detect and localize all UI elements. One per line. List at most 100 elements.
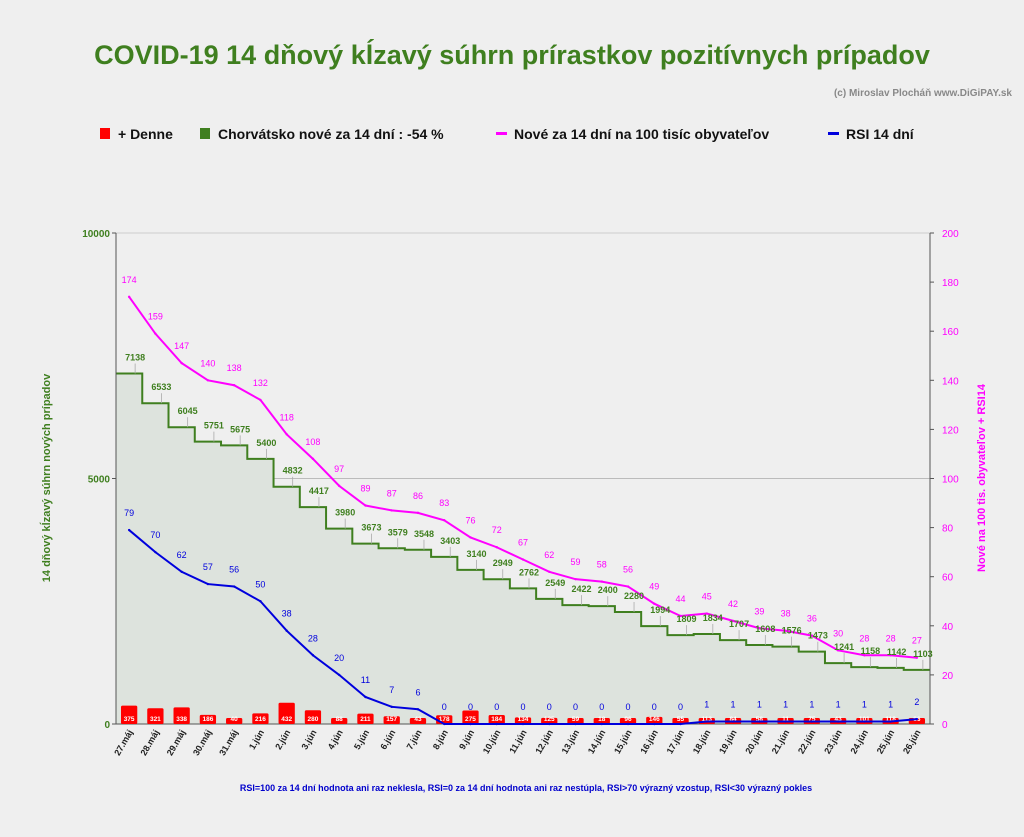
x-tick-label: 8.jún [431, 728, 450, 751]
label-nove-100k: 159 [148, 312, 163, 322]
right-tick-label: 140 [942, 376, 959, 387]
x-tick-label: 23.jún [822, 728, 844, 756]
label-nove-100k: 56 [623, 565, 633, 575]
right-tick-label: 80 [942, 524, 954, 535]
label-nove-100k: 38 [781, 609, 791, 619]
label-rsi: 6 [415, 687, 420, 697]
bar-value-label: 134 [518, 716, 529, 723]
bar-denne [278, 702, 295, 724]
bar-value-label: 101 [859, 716, 870, 723]
x-tick-label: 20.jún [743, 728, 765, 756]
point-nove-100k [416, 511, 420, 515]
bar-value-label: 280 [308, 716, 319, 723]
point-rsi [521, 722, 525, 726]
bar-value-label: 184 [491, 716, 502, 723]
label-chorvatsko: 5675 [230, 424, 250, 434]
point-nove-100k [311, 457, 315, 461]
point-rsi [548, 722, 551, 726]
point-rsi [154, 550, 157, 554]
bar-denne [646, 716, 663, 724]
point-rsi [626, 722, 630, 726]
point-nove-100k [495, 546, 498, 549]
x-tick-label: 26.jún [901, 728, 923, 756]
label-rsi: 1 [704, 700, 709, 710]
point-rsi [469, 722, 472, 726]
bar-value-label: 321 [150, 716, 161, 723]
right-tick-label: 100 [942, 475, 959, 486]
right-tick-label: 20 [942, 671, 954, 682]
bar-denne [357, 713, 374, 724]
right-axis-label: Nové na 100 tis. obyvateľov + RSI14 [976, 383, 988, 572]
label-chorvatsko: 3140 [466, 549, 486, 559]
left-tick-label: 0 [104, 720, 110, 731]
bar-value-label: 216 [255, 716, 266, 723]
bar-value-label: 432 [281, 716, 292, 723]
label-nove-100k: 49 [649, 582, 659, 592]
bar-denne [173, 707, 190, 724]
right-tick-label: 120 [942, 425, 959, 436]
point-nove-100k [810, 634, 814, 637]
label-rsi: 0 [442, 702, 447, 712]
point-nove-100k [863, 654, 866, 657]
point-nove-100k [337, 484, 341, 488]
left-tick-label: 5000 [88, 475, 111, 486]
point-rsi [758, 720, 761, 723]
credit-text: (c) Miroslav Plocháň www.DiGiPAY.sk [834, 88, 1012, 99]
label-nove-100k: 140 [200, 358, 215, 368]
point-nove-100k [836, 649, 840, 652]
x-tick-label: 5.jún [352, 728, 371, 751]
label-nove-100k: 138 [227, 363, 242, 373]
label-rsi: 0 [468, 702, 473, 712]
series-line-chorvatsko [116, 372, 930, 671]
plot-area: 0500010000020406080100120140160180200375… [82, 229, 959, 757]
label-chorvatsko: 2400 [598, 585, 618, 595]
point-nove-100k [653, 602, 656, 605]
x-tick-label: 24.jún [848, 728, 870, 756]
label-nove-100k: 28 [859, 633, 869, 643]
label-chorvatsko: 5400 [256, 438, 276, 448]
label-nove-100k: 39 [754, 606, 764, 616]
right-tick-label: 160 [942, 327, 959, 338]
left-tick-label: 10000 [82, 229, 110, 240]
x-tick-label: 1.jún [247, 728, 266, 751]
label-rsi: 2 [914, 697, 919, 707]
label-nove-100k: 97 [334, 464, 344, 474]
x-tick-label: 10.jún [481, 728, 503, 756]
bar-value-label: 43 [834, 716, 842, 723]
bar-denne [619, 718, 637, 724]
x-tick-label: 29.máj [165, 728, 188, 757]
label-nove-100k: 28 [886, 633, 896, 643]
label-rsi: 0 [494, 702, 499, 712]
label-nove-100k: 62 [544, 550, 554, 560]
label-chorvatsko: 1473 [808, 631, 828, 641]
x-tick-label: 14.jún [586, 728, 608, 756]
legend-swatch [100, 128, 110, 139]
bar-denne [567, 718, 584, 724]
x-tick-label: 19.jún [717, 728, 739, 756]
label-nove-100k: 76 [465, 515, 475, 525]
point-nove-100k [180, 361, 183, 365]
bar-value-label: 18 [598, 716, 606, 723]
label-rsi: 20 [334, 653, 344, 663]
point-rsi [232, 585, 236, 588]
point-nove-100k [469, 536, 472, 539]
point-rsi [416, 708, 420, 711]
point-rsi [337, 673, 341, 677]
label-nove-100k: 86 [413, 491, 423, 501]
label-rsi: 57 [203, 562, 213, 572]
bar-value-label: 11 [782, 716, 789, 723]
label-nove-100k: 72 [492, 525, 502, 535]
label-nove-100k: 30 [833, 628, 843, 638]
bar-value-label: 125 [544, 716, 555, 723]
x-tick-label: 15.jún [612, 728, 634, 756]
bar-denne [672, 718, 689, 724]
point-nove-100k [626, 585, 630, 588]
label-chorvatsko: 1608 [755, 624, 775, 634]
label-chorvatsko: 1576 [782, 626, 802, 636]
label-rsi: 38 [282, 609, 292, 619]
label-nove-100k: 45 [702, 592, 712, 602]
label-chorvatsko: 1834 [703, 613, 723, 623]
x-tick-label: 30.máj [191, 728, 214, 757]
point-rsi [206, 582, 210, 586]
point-nove-100k [443, 519, 446, 522]
